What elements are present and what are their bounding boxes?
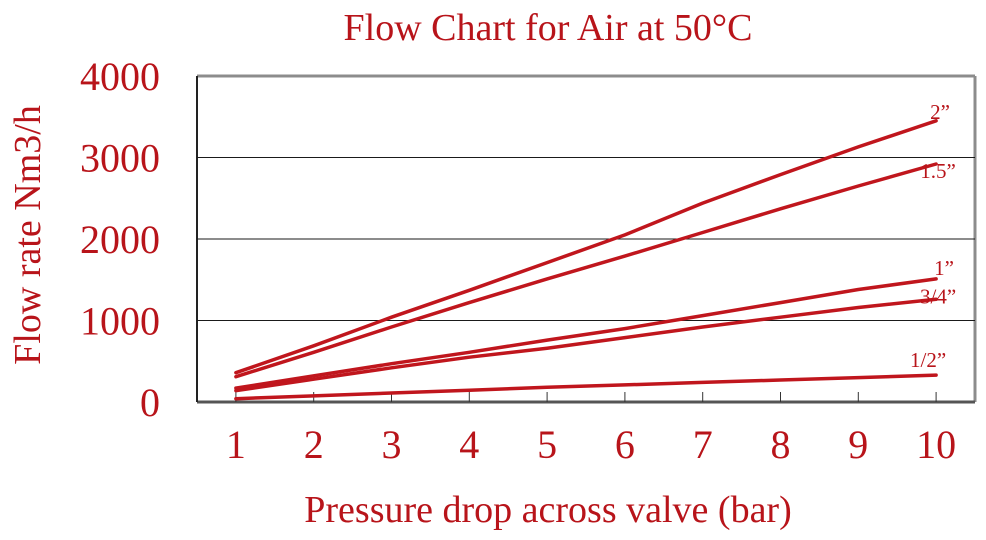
y-tick-label-2000: 2000 (80, 217, 160, 262)
series-label-3: 1” (934, 256, 954, 280)
series-labels: 2” 1.5” 1” 3/4” 1/2” (910, 100, 956, 372)
y-tick-label-1000: 1000 (80, 299, 160, 344)
y-tick-label-0: 0 (140, 380, 160, 425)
x-tick-label-2: 2 (304, 422, 324, 467)
y-tick-label-3000: 3000 (80, 136, 160, 181)
series-line-3 (234, 277, 938, 390)
x-tick-marks (235, 392, 937, 402)
x-tick-label-3: 3 (382, 422, 402, 467)
x-tick-label-10: 10 (916, 422, 956, 467)
x-axis-label: Pressure drop across valve (bar) (304, 489, 792, 531)
x-tick-label-1: 1 (226, 422, 246, 467)
series-line-5 (234, 373, 938, 401)
series-label-1: 2” (930, 100, 950, 124)
x-tick-label-4: 4 (459, 422, 479, 467)
series-line-4 (234, 297, 938, 393)
series-lines (234, 119, 938, 401)
x-tick-label-7: 7 (693, 422, 713, 467)
x-tick-labels: 1 2 3 4 5 6 7 8 9 10 (226, 422, 956, 467)
series-label-4: 3/4” (920, 284, 956, 308)
x-tick-label-5: 5 (537, 422, 557, 467)
y-tick-labels: 0 1000 2000 3000 4000 (80, 54, 160, 425)
x-tick-label-9: 9 (848, 422, 868, 467)
series-line-1 (234, 119, 938, 375)
chart-title: Flow Chart for Air at 50°C (344, 7, 753, 49)
x-tick-label-6: 6 (615, 422, 635, 467)
series-label-2: 1.5” (920, 159, 956, 183)
y-axis-label: Flow rate Nm3/h (7, 105, 49, 365)
series-line-2 (234, 162, 938, 379)
gridlines (197, 157, 975, 321)
y-tick-label-4000: 4000 (80, 54, 160, 99)
series-label-5: 1/2” (910, 348, 946, 372)
x-tick-label-8: 8 (771, 422, 791, 467)
